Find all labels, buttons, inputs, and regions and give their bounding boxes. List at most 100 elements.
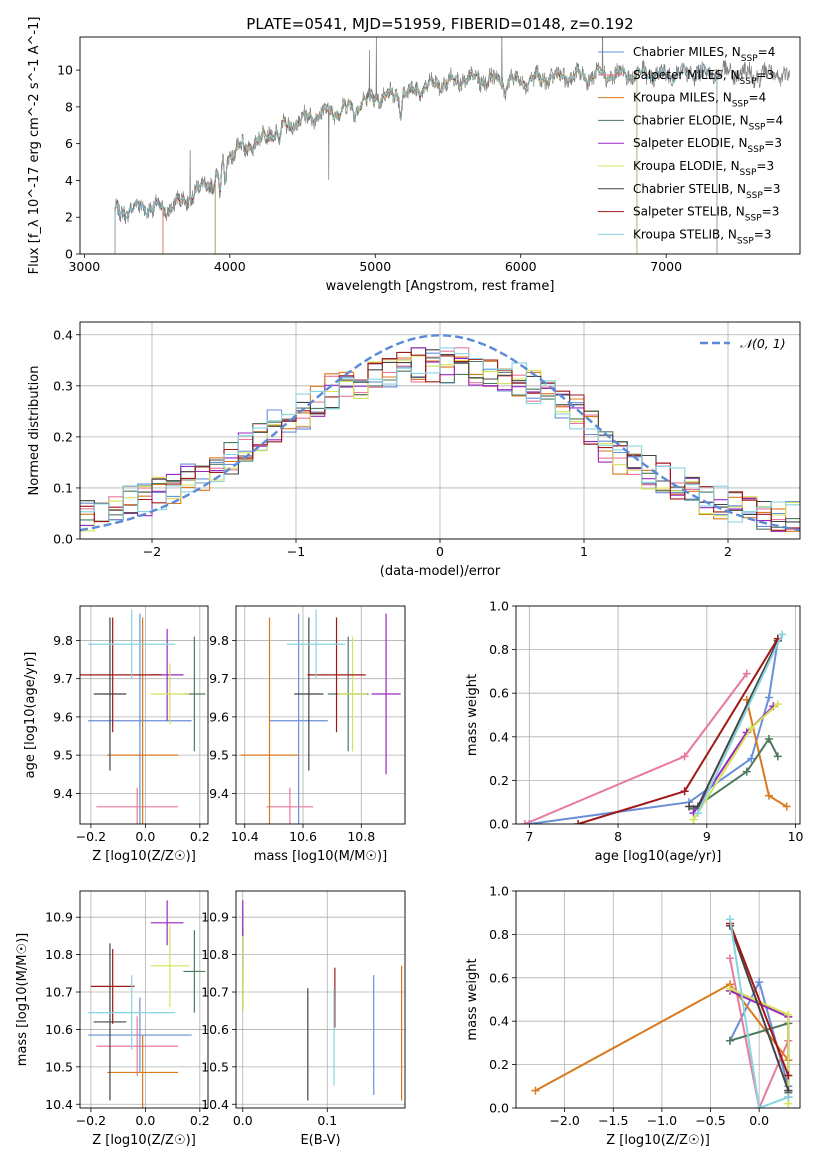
legend-series-name: Salpeter MILES <box>633 68 723 82</box>
legend-label: 𝒩(0, 1) <box>740 336 786 351</box>
legend-equals: = <box>763 182 773 196</box>
legend-n: N <box>740 113 749 127</box>
y-axis-label: Flux [f_λ 10^-17 erg cm^-2 s^-1 A^-1] <box>27 17 42 275</box>
y-tick-label: 10.5 <box>45 1059 73 1074</box>
legend-equals: = <box>764 136 774 150</box>
plot-area <box>80 334 800 532</box>
error-bar <box>107 617 179 824</box>
y-tick-label: 0.3 <box>53 378 73 393</box>
legend-sub: SSP <box>745 214 762 224</box>
axes-frame <box>79 890 209 1109</box>
series-marker <box>689 815 698 824</box>
x-tick-label: 10.4 <box>231 829 259 844</box>
gridlines <box>516 605 800 825</box>
series-marker <box>764 791 773 800</box>
error-bar <box>269 613 328 824</box>
series-marker <box>778 630 787 639</box>
x-tick-label: 9 <box>703 829 711 844</box>
x-tick-label: 8 <box>614 829 622 844</box>
legend-series-name: Salpeter STELIB <box>633 205 728 219</box>
error-bar <box>371 613 401 775</box>
ticks: 10.4 10.6 10.8 9.4 9.5 9.6 9.7 9.8 <box>209 633 375 844</box>
series-marker <box>773 700 782 709</box>
legend-label: Chabrier STELIB, NSSP=3 <box>633 182 781 201</box>
error-bar <box>88 975 176 1051</box>
legend-separator: , <box>724 45 732 59</box>
y-tick-label: 10.7 <box>201 985 229 1000</box>
y-tick-label: 0.4 <box>489 1014 509 1029</box>
series-marker <box>680 787 689 796</box>
legend-label: Kroupa STELIB, NSSP=3 <box>633 227 771 246</box>
x-tick-label: 7 <box>525 829 533 844</box>
x-tick-label: 0.1 <box>317 1113 337 1128</box>
y-tick-label: 6 <box>65 136 73 151</box>
legend-series-name: Chabrier ELODIE <box>633 113 732 127</box>
x-axis-label: Z [log10(Z/Z☉)] <box>92 849 196 864</box>
y-tick-label: 10.7 <box>45 985 73 1000</box>
error-bar <box>80 617 162 733</box>
x-tick-label: −0.5 <box>695 1113 725 1128</box>
x-axis-label: Z [log10(Z/Z☉)] <box>606 1133 710 1148</box>
y-tick-label: 1.0 <box>489 884 509 899</box>
y-axis-label: mass [log10(M/M☉)] <box>15 933 30 1066</box>
x-axis-label: age [log10(age/yr)] <box>595 849 722 864</box>
figure-title: PLATE=0541, MJD=51959, FIBERID=0148, z=0… <box>246 15 633 33</box>
legend-label: Kroupa ELODIE, NSSP=3 <box>633 159 774 178</box>
x-axis-label: mass [log10(M/M☉)] <box>254 849 387 864</box>
x-tick-label: 6000 <box>505 259 537 274</box>
y-tick-label: 0.0 <box>53 532 73 547</box>
legend-label: Chabrier MILES, NSSP=4 <box>633 45 775 64</box>
plot-area <box>242 900 403 1101</box>
legend-equals: = <box>762 205 772 219</box>
legend-label: Salpeter ELODIE, NSSP=3 <box>633 136 782 155</box>
y-tick-label: 9.6 <box>209 709 229 724</box>
y-tick-label: 10.8 <box>201 947 229 962</box>
series-line <box>729 919 789 1108</box>
x-tick-label: 1 <box>580 544 588 559</box>
error-bar <box>240 617 299 824</box>
error-bar <box>294 617 324 771</box>
x-tick-label: −2 <box>143 544 161 559</box>
series-marker <box>680 752 689 761</box>
model-spectrum <box>114 63 718 254</box>
series <box>725 915 793 1108</box>
legend-sub: SSP <box>740 77 757 87</box>
y-tick-label: 10.6 <box>45 1022 73 1037</box>
y-tick-label: 0.4 <box>489 729 509 744</box>
gridlines <box>236 606 405 824</box>
plot-area <box>240 609 401 824</box>
legend-nssp: 3 <box>772 205 780 219</box>
legend-label: Chabrier ELODIE, NSSP=4 <box>633 113 783 132</box>
panel-spectrum: 3000 4000 5000 6000 7000 0 2 4 6 8 10 wavelength [A… <box>27 17 801 294</box>
y-tick-label: 8 <box>65 99 73 114</box>
y-axis-label: Normed distribution <box>27 366 42 496</box>
y-tick-label: 0.2 <box>489 773 509 788</box>
error-bar <box>96 787 179 824</box>
panel-age_vs_Z: −0.2 0.0 0.2 9.4 9.5 9.6 9.7 9.8 Z [log10(Z/Z☉)]… <box>23 605 210 864</box>
error-bar <box>88 613 192 824</box>
x-tick-label: 5000 <box>359 259 391 274</box>
legend-label: Salpeter STELIB, NSSP=3 <box>633 205 779 224</box>
series-marker <box>784 1071 793 1080</box>
legend-sub: SSP <box>737 236 754 246</box>
x-tick-label: 3000 <box>68 259 100 274</box>
panel-mass_vs_EBV: 0.0 0.1 10.4 10.5 10.6 10.7 10.8 10.9 E(B-V) <box>201 890 406 1148</box>
legend-series-name: Kroupa MILES <box>633 91 715 105</box>
x-axis-label: Z [log10(Z/Z☉)] <box>92 1133 196 1148</box>
legend-sub: SSP <box>741 54 758 64</box>
legend: 𝒩(0, 1) <box>700 336 786 351</box>
error-bar <box>93 943 127 1101</box>
series-marker <box>725 954 734 963</box>
series-marker <box>725 984 734 993</box>
series-marker <box>784 1093 793 1102</box>
panel-residuals: −2 −1 0 1 2 0.0 0.1 0.2 0.3 0.4 (data-model)/error… <box>27 321 801 579</box>
legend-nssp: 4 <box>759 91 767 105</box>
series-line <box>692 737 779 810</box>
series-marker <box>725 1036 734 1045</box>
y-tick-label: 0.0 <box>489 817 509 832</box>
series-marker <box>755 978 764 987</box>
x-tick-label: −0.2 <box>76 1113 106 1128</box>
x-tick-label: −1.0 <box>647 1113 677 1128</box>
